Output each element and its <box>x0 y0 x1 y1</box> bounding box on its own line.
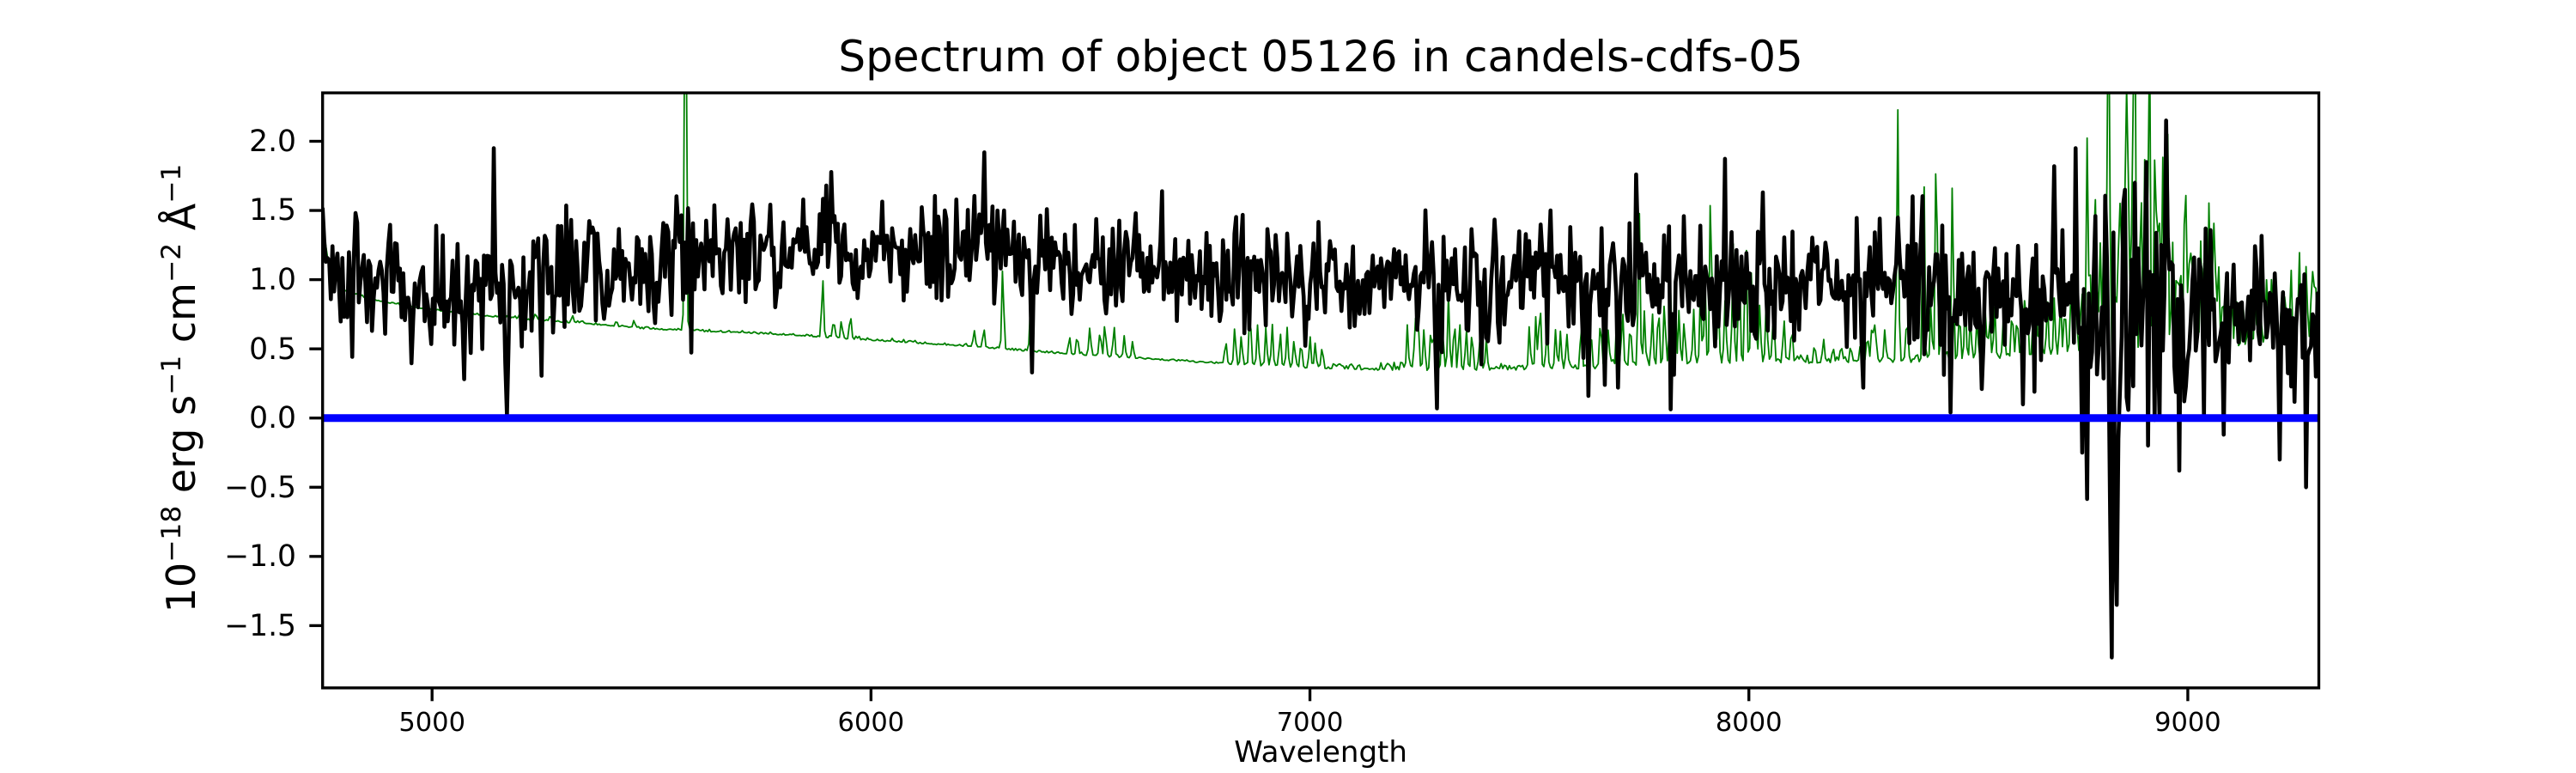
y-tick-label: −1.0 <box>224 539 296 575</box>
y-tick-label: 2.0 <box>249 124 296 159</box>
chart-title: Spectrum of object 05126 in candels-cdfs… <box>838 31 1803 82</box>
x-tick-label: 9000 <box>2154 707 2221 738</box>
y-tick-label: 0.0 <box>249 401 296 436</box>
axes-frame <box>321 91 2321 690</box>
x-tick-label: 5000 <box>398 707 465 738</box>
x-tick-label: 8000 <box>1715 707 1783 738</box>
y-tick-label: −0.5 <box>224 470 296 505</box>
x-tick-label: 7000 <box>1276 707 1344 738</box>
sky-background-spectrum <box>322 93 2319 372</box>
y-tick-label: 1.5 <box>249 193 296 228</box>
y-tick-label: 0.5 <box>249 332 296 367</box>
y-tick-label: 1.0 <box>249 262 296 297</box>
y-tick-label: −1.5 <box>224 608 296 643</box>
x-axis-label: Wavelength <box>1234 735 1407 770</box>
x-tick-label: 6000 <box>837 707 905 738</box>
object-flux-spectrum <box>322 119 2319 660</box>
